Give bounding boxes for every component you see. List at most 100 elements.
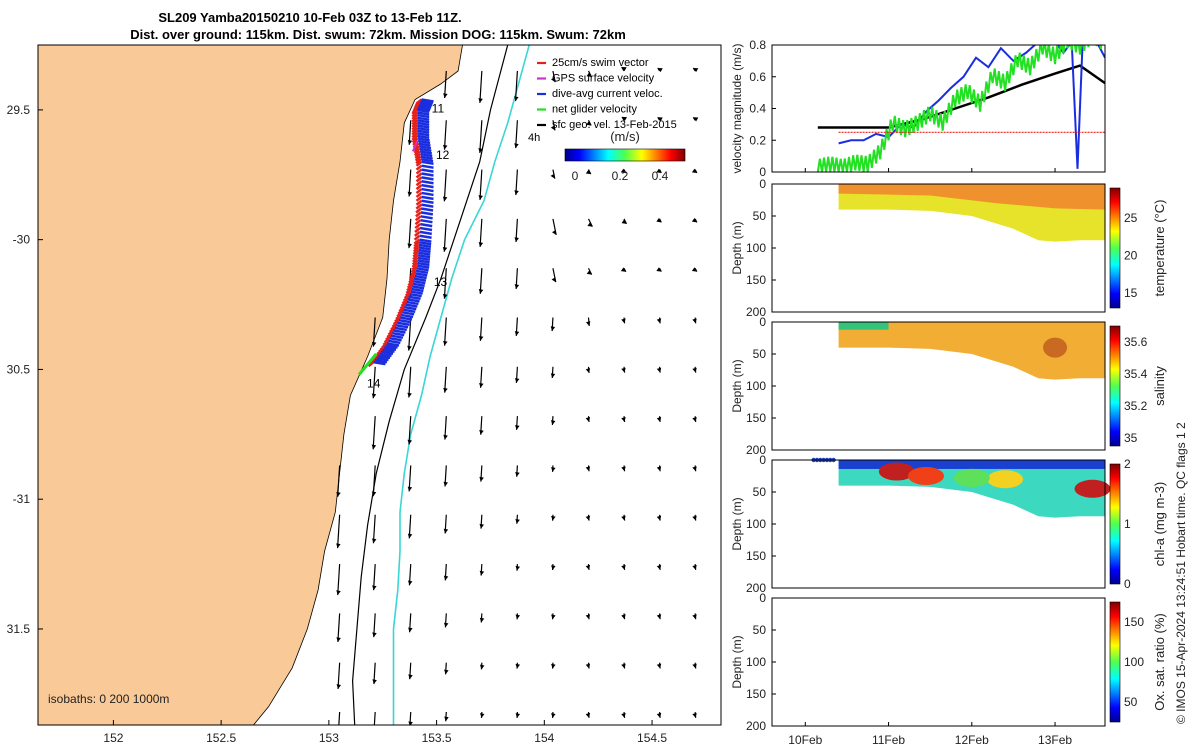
current-arrowhead — [551, 467, 556, 472]
current-arrowhead — [691, 217, 697, 223]
current-arrowhead — [478, 98, 483, 103]
current-arrowhead — [656, 515, 662, 521]
dive-avg-current-vector — [416, 111, 430, 116]
swim-vector — [415, 188, 423, 195]
current-arrow — [587, 267, 593, 275]
section-y-tick-label: 0 — [759, 177, 766, 191]
current-arrowhead — [656, 663, 662, 669]
watermark-text: © IMOS 15-Apr-2024 13:24:51 Hobart time.… — [1174, 422, 1188, 724]
current-arrowhead — [371, 393, 377, 399]
dive-avg-current-vector — [416, 113, 430, 119]
dive-avg-current-vector — [416, 124, 430, 129]
current-arrowhead — [656, 712, 662, 718]
dive-avg-current-vector — [400, 313, 414, 319]
dive-avg-current-vector — [418, 243, 432, 249]
figure-title-line2: Dist. over ground: 115km. Dist. swum: 72… — [130, 27, 626, 42]
current-arrowhead — [550, 373, 556, 378]
current-arrowhead — [443, 434, 448, 440]
legend-entry: GPS surface velocity — [552, 73, 655, 85]
current-arrow — [659, 169, 662, 174]
swim-vector — [412, 249, 420, 256]
swim-vector — [415, 168, 423, 175]
current-arrowhead — [550, 326, 556, 332]
chl-patch — [953, 468, 990, 487]
current-arrowhead — [586, 72, 592, 77]
section-colorbar-tick: 35.6 — [1124, 335, 1148, 349]
current-arrowhead — [408, 627, 413, 633]
current-arrow — [694, 169, 698, 174]
dive-avg-current-vector — [404, 305, 417, 311]
salinity-layer — [838, 322, 1105, 380]
current-arrow — [692, 116, 696, 121]
swim-vector — [395, 313, 402, 320]
dive-avg-current-vector — [386, 342, 400, 347]
dive-avg-current-vector — [418, 246, 431, 251]
dive-avg-current-vector — [421, 195, 434, 201]
section-colorbar — [1109, 601, 1121, 723]
current-arrow — [444, 70, 447, 99]
current-arrow — [479, 218, 483, 247]
velocity-y-tick-label: 0.4 — [749, 102, 766, 116]
gps-surface-velocity-vector — [411, 140, 419, 152]
current-arrowhead — [515, 565, 520, 571]
waypoint-label-11: 11 — [432, 101, 445, 115]
current-arrowhead — [622, 116, 628, 122]
current-arrow — [694, 218, 698, 223]
swim-vector — [415, 211, 422, 218]
velocity-y-tick-label: 0.2 — [749, 133, 766, 147]
current-arrow — [623, 267, 627, 273]
dive-avg-current-vector — [411, 285, 425, 290]
current-arrowhead — [656, 564, 662, 570]
section-y-tick-label: 100 — [746, 655, 766, 669]
swim-vector — [414, 215, 422, 222]
swim-vector — [414, 219, 422, 226]
dive-avg-current-vector — [411, 287, 424, 293]
section-y-tick-label: 200 — [746, 443, 766, 457]
legend-entry: 25cm/s swim vector — [552, 57, 649, 69]
speed-colorbar-tick: 0.4 — [652, 169, 669, 183]
swim-vector — [415, 203, 423, 210]
current-arrowhead — [407, 533, 413, 539]
section-y-tick-label: 150 — [746, 687, 766, 701]
current-arrowhead — [515, 713, 521, 718]
map-y-tick-label: -30 — [13, 233, 31, 247]
current-arrow — [623, 169, 627, 174]
current-arrowhead — [621, 712, 626, 718]
current-arrowhead — [621, 318, 626, 324]
dive-avg-current-vector — [417, 137, 430, 142]
section-colorbar-tick: 35.4 — [1124, 367, 1148, 381]
current-arrowhead — [407, 392, 412, 398]
swim-vector — [400, 300, 408, 307]
current-arrow — [621, 116, 625, 121]
current-arrowhead — [514, 96, 519, 102]
current-arrowhead — [656, 614, 662, 620]
dive-avg-current-vector — [420, 157, 434, 163]
glider-speed-line — [817, 64, 1105, 129]
dive-avg-current-vector — [420, 155, 433, 160]
current-arrowhead — [550, 125, 555, 131]
dive-avg-current-vector — [389, 337, 402, 342]
swim-vector — [413, 234, 421, 241]
current-arrowhead — [479, 664, 485, 670]
current-arrowhead — [336, 590, 341, 596]
current-arrow — [408, 366, 412, 398]
speed-colorbar-tick: 0.2 — [612, 169, 629, 183]
current-arrowhead — [407, 191, 413, 197]
chl-patch — [1074, 479, 1111, 498]
current-arrowhead — [515, 425, 520, 430]
date-tick-label: 13Feb — [1038, 733, 1072, 747]
current-arrowhead — [551, 614, 556, 620]
section-y-tick-label: 200 — [746, 719, 766, 733]
swim-vector — [411, 137, 419, 144]
current-arrowhead — [585, 368, 591, 373]
current-arrowhead — [514, 331, 520, 336]
swim-vector — [411, 262, 419, 268]
current-arrowhead — [408, 674, 413, 680]
dive-avg-current-vector — [394, 326, 408, 332]
swim-vector — [411, 264, 418, 271]
section-colorbar-tick: 1 — [1124, 517, 1131, 531]
section-y-tick-label: 150 — [746, 549, 766, 563]
current-arrowhead — [407, 580, 413, 586]
swim-vector — [411, 132, 418, 139]
current-arrowhead — [443, 144, 448, 150]
